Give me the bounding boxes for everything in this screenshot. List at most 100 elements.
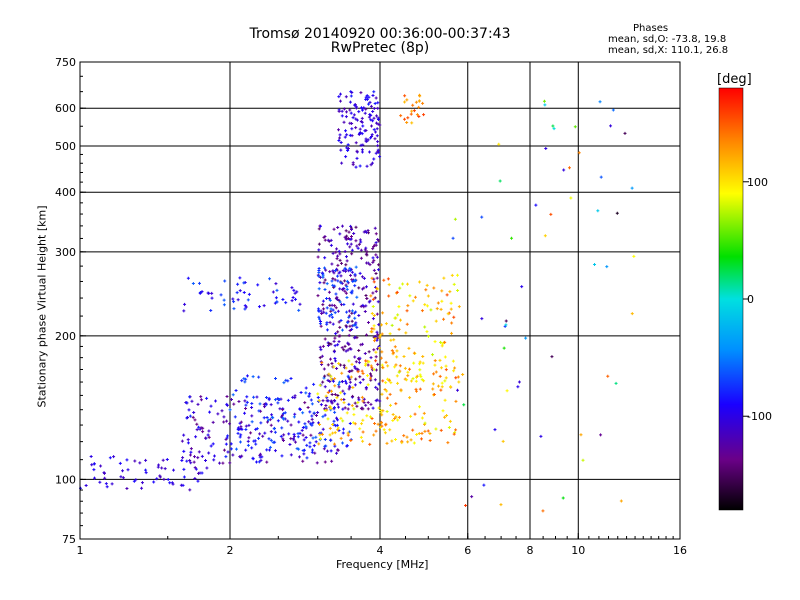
echo-point [166, 477, 170, 481]
echo-point [92, 468, 96, 472]
echo-point [432, 286, 436, 290]
echo-point [498, 179, 502, 183]
echo-point [436, 384, 440, 388]
echo-point [338, 270, 342, 274]
echo-point [372, 314, 376, 318]
echo-point [357, 361, 361, 365]
echo-point [274, 296, 278, 300]
echo-point [268, 448, 272, 452]
echo-point [367, 350, 371, 354]
echo-point [378, 335, 382, 339]
echo-point [214, 399, 218, 403]
echo-point [369, 104, 373, 108]
echo-point [239, 425, 243, 429]
echo-point [300, 428, 304, 432]
echo-point [377, 346, 381, 350]
echo-point [286, 419, 290, 423]
echo-point [181, 483, 185, 487]
x-tick-label: 2 [227, 544, 234, 557]
echo-point [206, 291, 210, 295]
echo-point [358, 164, 362, 168]
echo-point [372, 433, 376, 437]
echo-point [336, 279, 340, 283]
echo-point [376, 300, 380, 304]
echo-point [347, 315, 351, 319]
echo-point [403, 94, 407, 98]
echo-point [456, 388, 460, 392]
echo-point [275, 300, 279, 304]
echo-point [366, 138, 370, 142]
echo-point [343, 250, 347, 254]
echo-point [328, 314, 332, 318]
echo-point [360, 342, 364, 346]
echo-point [322, 310, 326, 314]
echo-point [317, 267, 321, 271]
echo-point [349, 375, 353, 379]
echo-point [417, 105, 421, 109]
echo-point [347, 370, 351, 374]
echo-point [317, 421, 321, 425]
echo-point [361, 124, 365, 128]
echo-point [301, 459, 305, 463]
echo-point [413, 412, 417, 416]
echo-point [368, 263, 372, 267]
echo-point [211, 420, 215, 424]
echo-point [375, 330, 379, 334]
echo-point [318, 433, 322, 437]
echo-point [317, 287, 321, 291]
echo-point [236, 282, 240, 286]
echo-point [376, 144, 380, 148]
echo-point [318, 322, 322, 326]
echo-point [162, 477, 166, 481]
echo-point [307, 420, 311, 424]
echo-point [369, 402, 373, 406]
x-tick-label: 4 [377, 544, 384, 557]
echo-point [376, 101, 380, 105]
echo-point [355, 156, 359, 160]
echo-point [372, 116, 376, 120]
echo-point [311, 436, 315, 440]
echo-point [480, 317, 484, 321]
echo-point [371, 406, 375, 410]
echo-point [336, 263, 340, 267]
echo-point [371, 305, 375, 309]
echo-point [278, 407, 282, 411]
echo-point [406, 116, 410, 120]
echo-point [426, 429, 430, 433]
echo-point [252, 395, 256, 399]
echo-point [340, 380, 344, 384]
echo-point [384, 360, 388, 364]
echo-point [232, 402, 236, 406]
echo-point [609, 124, 613, 128]
echo-point [316, 307, 320, 311]
echo-point [374, 121, 378, 125]
echo-point [364, 304, 368, 308]
echo-point [332, 227, 336, 231]
echo-point [388, 403, 392, 407]
echo-point [193, 455, 197, 459]
echo-point [405, 435, 409, 439]
colorbar-label: [deg] [717, 72, 752, 87]
echo-point [338, 136, 342, 140]
echo-point [354, 377, 358, 381]
echo-point [426, 294, 430, 298]
echo-point [200, 471, 204, 475]
echo-point [510, 236, 514, 240]
echo-point [440, 385, 444, 389]
echo-point [424, 288, 428, 292]
echo-point [419, 375, 423, 379]
echo-point [396, 313, 400, 317]
echo-point [333, 393, 337, 397]
echo-point [189, 447, 193, 451]
echo-point [211, 442, 215, 446]
echo-point [358, 381, 362, 385]
y-tick-label: 500 [55, 140, 76, 153]
echo-point [351, 386, 355, 390]
echo-point [360, 108, 364, 112]
echo-point [359, 248, 363, 252]
echo-point [632, 254, 636, 258]
echo-point [408, 367, 412, 371]
echo-point [417, 99, 421, 103]
echo-point [402, 434, 406, 438]
echo-point [364, 95, 368, 99]
